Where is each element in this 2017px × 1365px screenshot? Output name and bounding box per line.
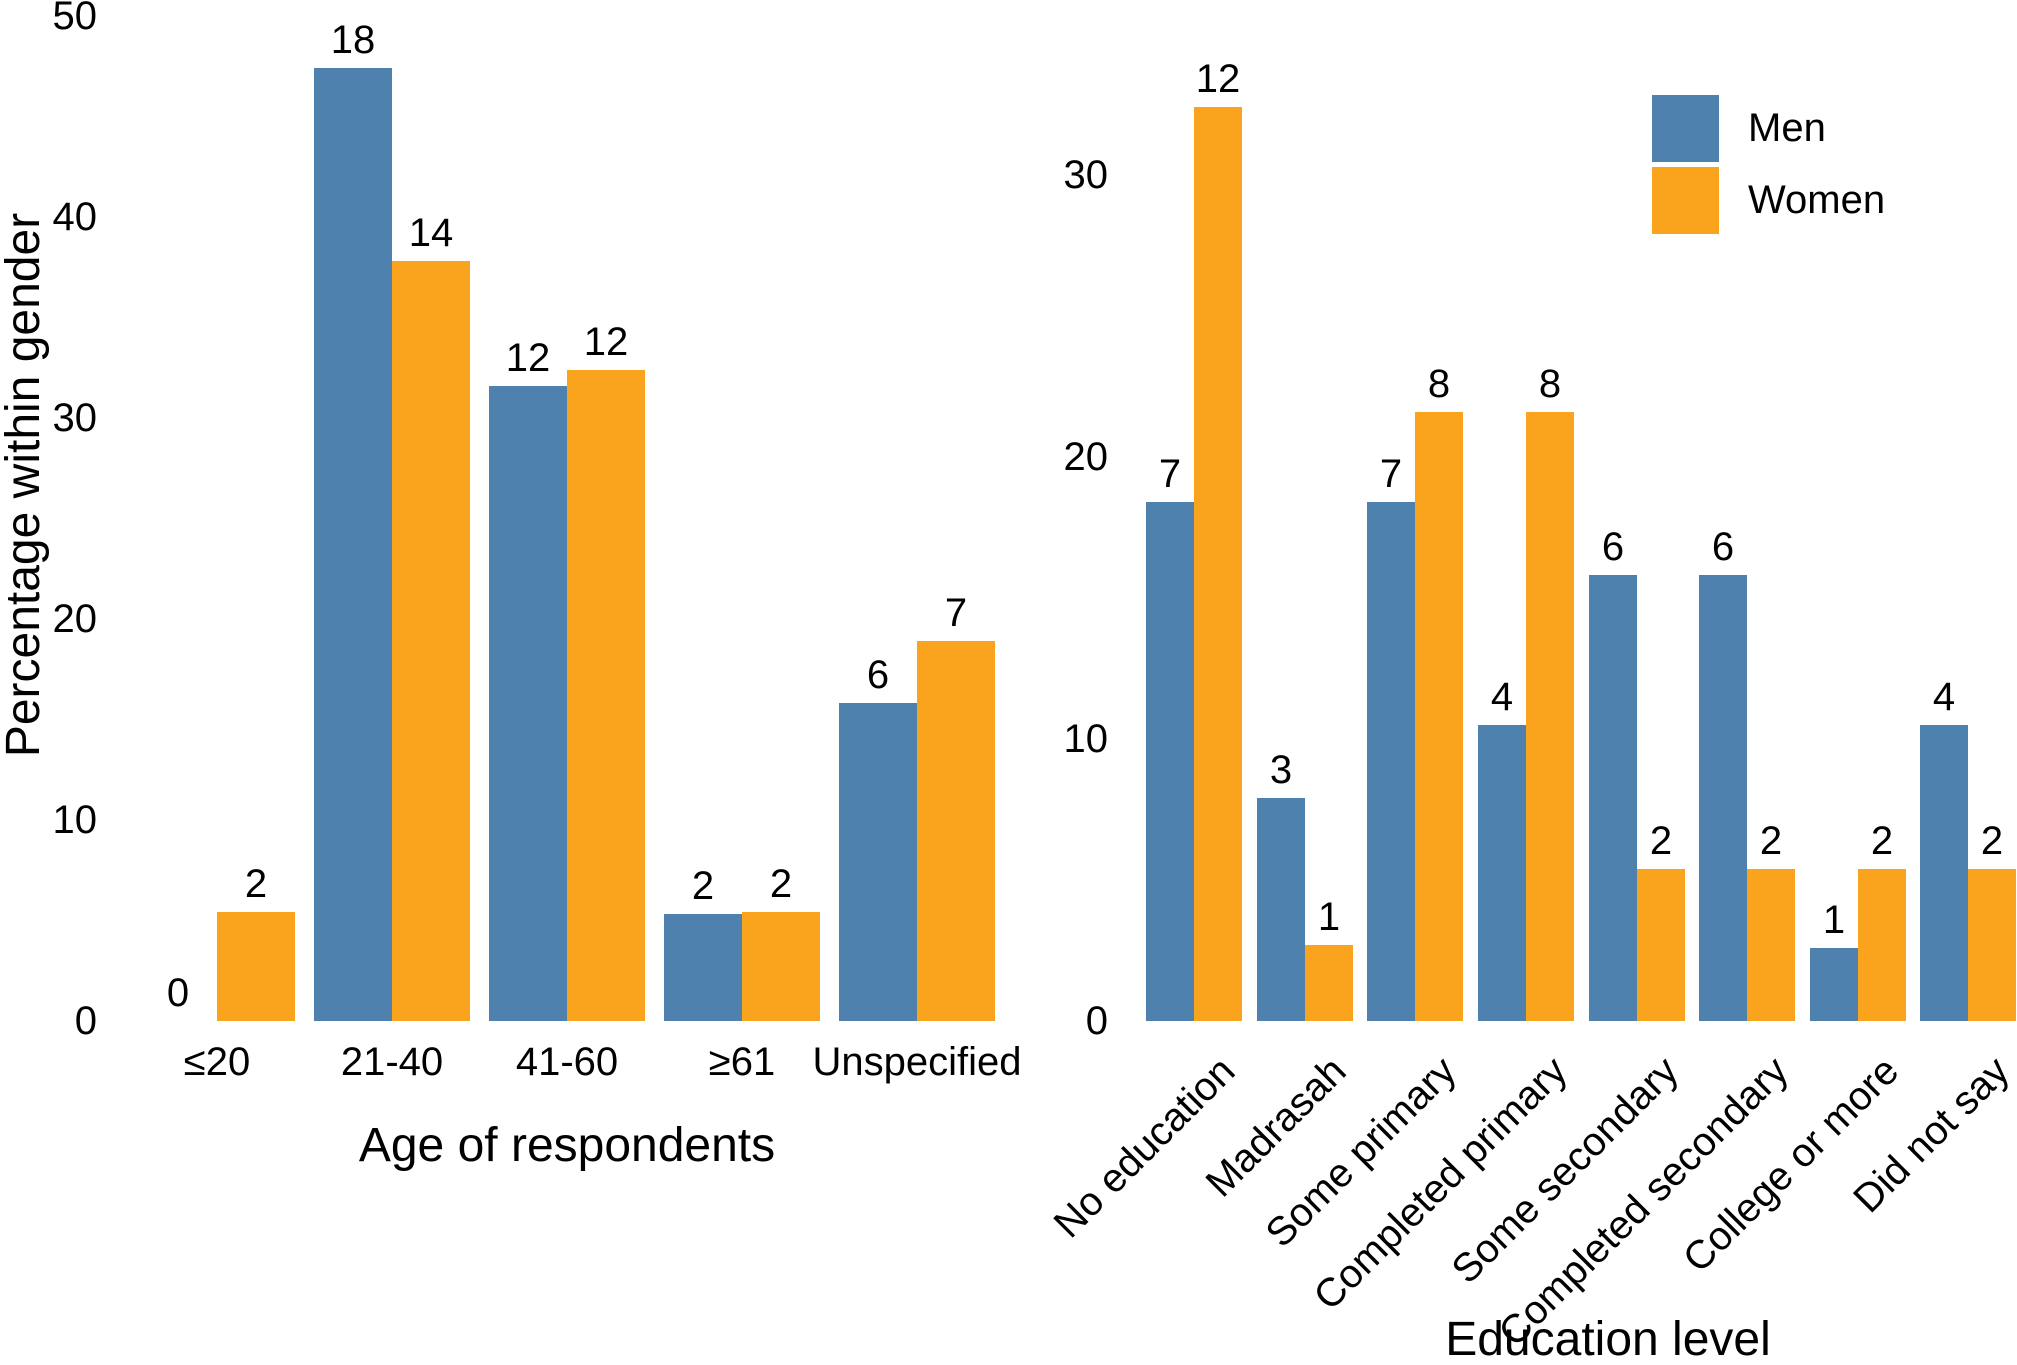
bar-men-no-education — [1146, 502, 1194, 1021]
y-tick-left-20: 20 — [52, 597, 98, 641]
bar-women-college-or-more — [1858, 869, 1906, 1021]
bar-men-madrasah — [1257, 798, 1305, 1021]
y-tick-left-0: 0 — [74, 999, 97, 1043]
value-label-women-completed-primary: 8 — [1538, 362, 1562, 406]
bar-men-some-primary — [1367, 502, 1415, 1021]
value-label-men-21-40: 18 — [330, 18, 376, 62]
value-label-men-madrasah: 3 — [1269, 748, 1293, 792]
y-tick-left-40: 40 — [52, 195, 98, 239]
bar-men-some-secondary — [1589, 575, 1637, 1021]
value-label-women-college-or-more: 2 — [1870, 819, 1894, 863]
y-tick-right-30: 30 — [1063, 153, 1109, 197]
value-label-men-completed-primary: 4 — [1490, 675, 1514, 719]
bar-men-41-60 — [489, 386, 567, 1021]
value-label-men-completed-secondary: 6 — [1711, 525, 1735, 569]
bar-women-41-60 — [567, 370, 645, 1021]
legend-swatch-men — [1652, 95, 1719, 162]
y-tick-right-0: 0 — [1085, 999, 1108, 1043]
y-tick-left-30: 30 — [52, 396, 98, 440]
bar-women-did-not-say — [1968, 869, 2016, 1021]
value-label-men-some-primary: 7 — [1379, 452, 1403, 496]
x-label-61: ≥61 — [708, 1040, 776, 1084]
value-label-women-21-40: 14 — [408, 211, 454, 255]
bar-women-20 — [217, 912, 295, 1021]
legend-label-women: Women — [1748, 178, 1886, 222]
bar-men-unspecified — [839, 703, 917, 1021]
value-label-men-unspecified: 6 — [866, 653, 890, 697]
bar-men-completed-primary — [1478, 725, 1526, 1021]
value-label-women-no-education: 12 — [1195, 57, 1241, 101]
bar-men-61 — [664, 914, 742, 1021]
value-label-men-did-not-say: 4 — [1932, 675, 1956, 719]
bar-women-madrasah — [1305, 945, 1353, 1021]
bar-men-did-not-say — [1920, 725, 1968, 1021]
value-label-men-no-education: 7 — [1158, 452, 1182, 496]
value-label-men-some-secondary: 6 — [1601, 525, 1625, 569]
y-tick-left-50: 50 — [52, 0, 98, 38]
y-tick-left-10: 10 — [52, 798, 98, 842]
y-tick-right-10: 10 — [1063, 717, 1109, 761]
x-label-41-60: 41-60 — [515, 1040, 619, 1084]
right-x-axis-title: Education level — [1445, 1313, 1771, 1365]
x-label-no-education: No education — [1045, 1048, 1244, 1247]
x-label-unspecified: Unspecified — [812, 1040, 1022, 1084]
bar-women-some-secondary — [1637, 869, 1685, 1021]
value-label-women-completed-secondary: 2 — [1759, 819, 1783, 863]
value-label-women-61: 2 — [769, 862, 793, 906]
y-tick-right-20: 20 — [1063, 435, 1109, 479]
bar-women-completed-primary — [1526, 412, 1574, 1021]
bar-women-no-education — [1194, 107, 1242, 1021]
bar-women-21-40 — [392, 261, 470, 1021]
value-label-men-41-60: 12 — [505, 336, 551, 380]
value-label-women-41-60: 12 — [583, 320, 629, 364]
value-label-women-some-primary: 8 — [1427, 362, 1451, 406]
bar-men-21-40 — [314, 68, 392, 1021]
x-label-20: ≤20 — [183, 1040, 251, 1084]
value-label-men-20: 0 — [166, 971, 190, 1015]
x-label-21-40: 21-40 — [340, 1040, 444, 1084]
value-label-women-did-not-say: 2 — [1980, 819, 2004, 863]
legend-label-men: Men — [1748, 106, 1826, 150]
value-label-women-madrasah: 1 — [1317, 895, 1341, 939]
value-label-men-college-or-more: 1 — [1822, 898, 1846, 942]
bar-women-unspecified — [917, 641, 995, 1021]
legend-swatch-women — [1652, 167, 1719, 234]
value-label-men-61: 2 — [691, 864, 715, 908]
bar-men-college-or-more — [1810, 948, 1858, 1021]
left-x-axis-title: Age of respondents — [358, 1119, 776, 1172]
value-label-women-some-secondary: 2 — [1649, 819, 1673, 863]
bar-men-completed-secondary — [1699, 575, 1747, 1021]
value-label-women-unspecified: 7 — [944, 591, 968, 635]
value-label-women-20: 2 — [244, 862, 268, 906]
bar-women-some-primary — [1415, 412, 1463, 1021]
bar-women-completed-secondary — [1747, 869, 1795, 1021]
bar-women-61 — [742, 912, 820, 1021]
